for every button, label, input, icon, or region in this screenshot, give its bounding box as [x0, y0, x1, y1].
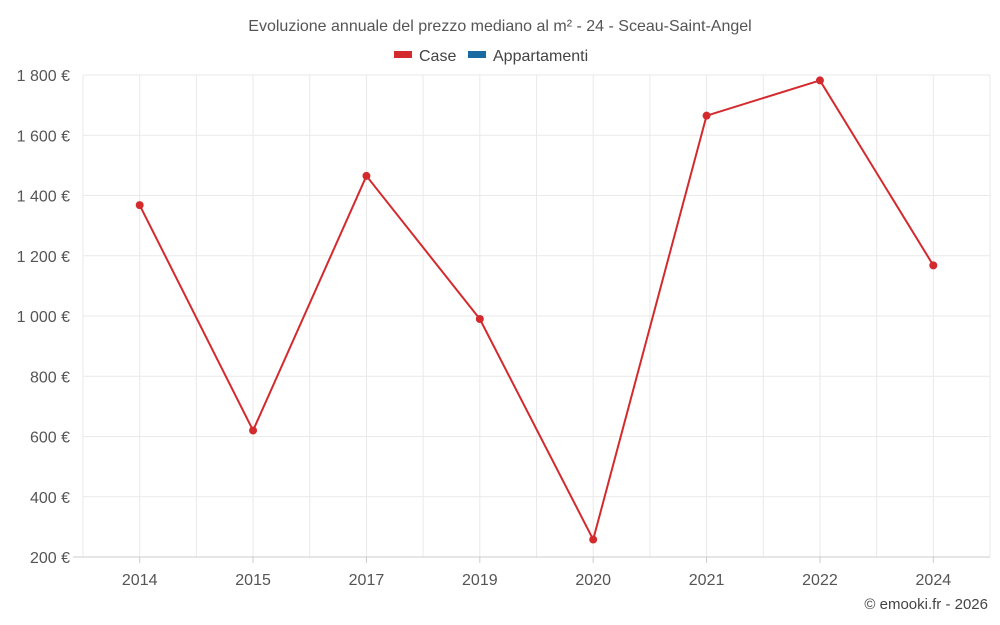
- credit-text: © emooki.fr - 2026: [864, 596, 988, 613]
- x-tick-label: 2014: [122, 572, 158, 589]
- y-tick-label: 1 000 €: [17, 309, 70, 326]
- y-tick-label: 1 600 €: [17, 128, 70, 145]
- x-tick-label: 2022: [802, 572, 838, 589]
- x-tick-label: 2019: [462, 572, 498, 589]
- data-point[interactable]: [475, 315, 484, 324]
- y-tick-label: 200 €: [30, 550, 70, 567]
- x-axis-ticks: 2014 2015 2017 2019 2020 2021 2022 2024: [122, 557, 951, 589]
- y-axis-ticks: 200 € 400 € 600 € 800 € 1 000 € 1 200 € 1 400 …: [17, 68, 70, 567]
- legend-swatch-appartamenti: [468, 51, 486, 58]
- y-tick-label: 400 €: [30, 490, 70, 507]
- data-point[interactable]: [362, 171, 371, 180]
- x-tick-label: 2021: [689, 572, 725, 589]
- y-tick-label: 1 200 €: [17, 249, 70, 266]
- data-point[interactable]: [929, 261, 938, 270]
- legend: Case Appartamenti: [394, 48, 588, 65]
- y-tick-label: 800 €: [30, 369, 70, 386]
- legend-label-case: Case: [419, 48, 456, 65]
- y-tick-label: 1 800 €: [17, 68, 70, 85]
- data-point[interactable]: [135, 201, 144, 210]
- y-tick-label: 1 400 €: [17, 189, 70, 206]
- data-point[interactable]: [702, 111, 711, 120]
- chart-title: Evoluzione annuale del prezzo mediano al…: [248, 18, 751, 35]
- legend-item-appartamenti[interactable]: Appartamenti: [468, 48, 588, 65]
- x-tick-label: 2015: [235, 572, 271, 589]
- x-tick-label: 2024: [916, 572, 952, 589]
- legend-item-case[interactable]: Case: [394, 48, 456, 65]
- data-point[interactable]: [249, 426, 258, 435]
- series-case: [135, 76, 938, 544]
- data-point[interactable]: [815, 76, 824, 85]
- series-line-case: [138, 79, 935, 541]
- legend-label-appartamenti: Appartamenti: [493, 48, 588, 65]
- grid: [73, 74, 991, 558]
- y-tick-label: 600 €: [30, 430, 70, 447]
- x-tick-label: 2020: [575, 572, 611, 589]
- legend-swatch-case: [394, 51, 412, 58]
- data-point[interactable]: [589, 535, 598, 544]
- x-tick-label: 2017: [349, 572, 385, 589]
